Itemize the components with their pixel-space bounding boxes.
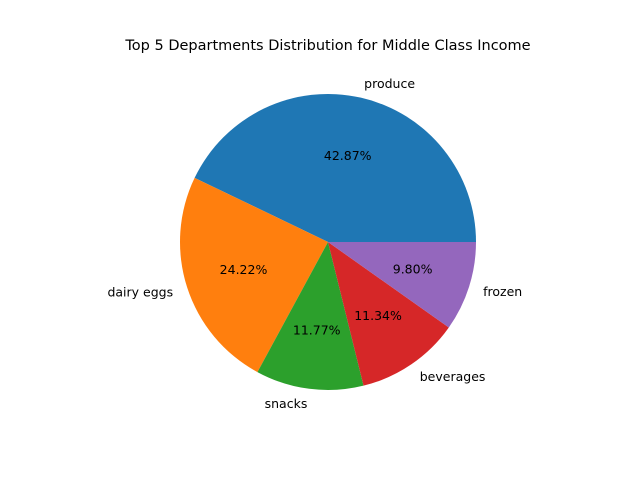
- slice-label-produce: produce: [364, 76, 415, 91]
- pct-label-dairy-eggs: 24.22%: [220, 262, 268, 277]
- pie-slice-snacks: [257, 242, 364, 390]
- pct-label-frozen: 9.80%: [393, 261, 433, 276]
- slice-label-beverages: beverages: [420, 369, 486, 384]
- pie-slice-frozen: [328, 242, 476, 328]
- pct-label-produce: 42.87%: [324, 148, 372, 163]
- slice-label-snacks: snacks: [265, 396, 308, 411]
- pie-slice-produce: [194, 93, 476, 243]
- pie-slice-dairy-eggs: [179, 177, 328, 373]
- slice-label-frozen: frozen: [483, 284, 522, 299]
- pie-slices: [179, 93, 476, 390]
- pct-label-beverages: 11.34%: [354, 308, 402, 323]
- pct-label-snacks: 11.77%: [293, 323, 341, 338]
- pie-slice-beverages: [328, 242, 449, 386]
- chart-title: Top 5 Departments Distribution for Middl…: [124, 38, 530, 54]
- slice-label-dairy-eggs: dairy eggs: [107, 285, 173, 300]
- pie-labels: produce 42.87% dairy eggs 24.22% snacks 11.77…: [107, 76, 522, 411]
